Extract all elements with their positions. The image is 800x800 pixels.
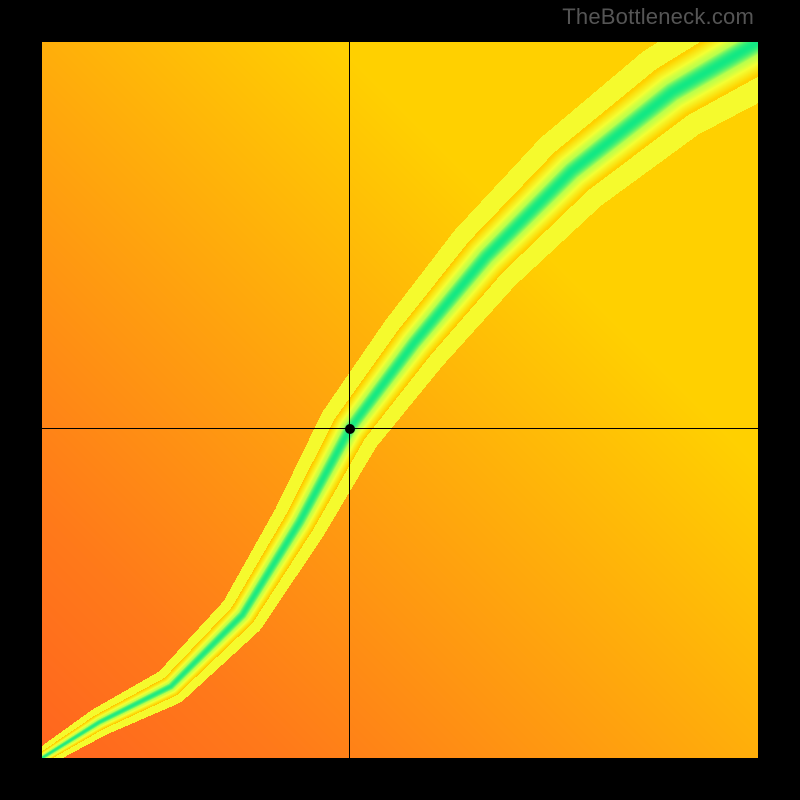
chart-container: TheBottleneck.com	[0, 0, 800, 800]
watermark-text: TheBottleneck.com	[562, 4, 754, 30]
crosshair-vertical	[349, 42, 350, 758]
crosshair-horizontal	[42, 428, 758, 429]
selection-marker	[345, 424, 355, 434]
bottleneck-heatmap	[42, 42, 758, 758]
